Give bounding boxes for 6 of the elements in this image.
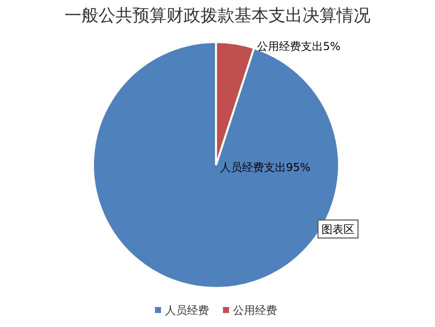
data-label: 公用经费支出5% [257,40,340,53]
data-label: 人员经费支出95% [220,161,310,174]
text: 图表区 [322,223,354,236]
legend-label: 公用经费 [233,304,277,317]
chart-title: 一般公共预算财政拨款基本支出决算情况 [64,6,370,26]
legend-label: 人员经费 [165,304,209,317]
